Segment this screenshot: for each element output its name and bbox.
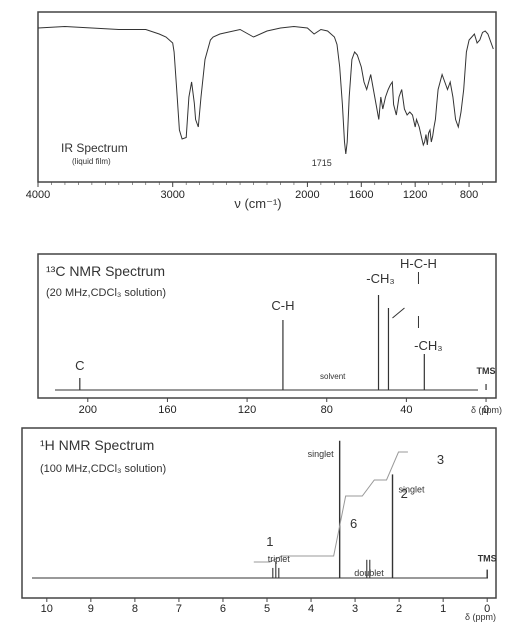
h1-tick-label: 10 [41,603,53,615]
h1-ticks: 10 9 8 7 6 5 4 3 2 1 0 [41,598,490,615]
ir-tick-label: 1600 [349,189,373,201]
c13-title: ¹³C NMR Spectrum [46,263,165,279]
c13-xlabel: δ (ppm) [471,405,502,415]
c13-tick-label: 0 [483,404,489,416]
ir-annotations: 1715 [312,158,332,168]
c13-peaks: C C-H -CH₃ H-C-H -CH₃ TMS [75,256,496,390]
h1-peak-label: TMS [478,554,497,564]
c13-peak-label: H-C-H [400,256,437,271]
h1-integrals [253,451,408,563]
h1-tick-label: 8 [132,603,138,615]
h1-tick-label: 4 [308,603,314,615]
ir-xlabel: ν (cm⁻¹) [234,196,281,211]
c13-annotation-label: solvent [320,372,346,381]
h1-peaks [272,440,488,578]
ir-ticks: 4000 3000 2000 1600 1200 800 [26,182,483,201]
c13-tick-label: 80 [321,404,333,416]
h1-peak-labels: triplet singlet doublet singlet TMS 1 6 2 3 [266,449,497,578]
h1-frame [21,427,497,599]
h1-subtitle: (100 MHz,CDCl₃ solution) [40,463,166,475]
h1-multiplicity-label: triplet [268,554,291,564]
c13-tick-label: 120 [238,404,256,416]
h1-title: ¹H NMR Spectrum [40,437,154,453]
h1-tick-label: 2 [396,603,402,615]
h1-tick-label: 9 [88,603,94,615]
ir-tick-label: 800 [460,189,478,201]
c13-peak-label: TMS [477,366,496,376]
h1-integration-label: 1 [266,534,273,549]
ir-tick-label: 4000 [26,189,50,201]
h1-tick-label: 3 [352,603,358,615]
ir-panel: IR Spectrum (liquid film) ν (cm⁻¹) 4000 3… [26,11,497,211]
h1-tick-label: 5 [264,603,270,615]
h1-integration-label: 2 [401,486,408,501]
h1-multiplicity-label: doublet [354,568,384,578]
c13-peak-label: -CH₃ [366,271,394,286]
c13-pointer-line [392,307,405,319]
c13-peak-label: C [75,358,84,373]
ir-tick-label: 2000 [295,189,319,201]
h1-tick-label: 6 [220,603,226,615]
h1-integral-curve [253,451,408,563]
h1-tick-label: 1 [440,603,446,615]
h1-multiplicity-label: singlet [399,484,426,494]
c13-ticks: 200 160 120 80 40 0 [79,398,489,416]
h1-integration-label: 6 [350,516,357,531]
c13-peak-label: -CH₃ [414,338,442,353]
ir-annotation-label: 1715 [312,158,332,168]
c13-subtitle: (20 MHz,CDCl₃ solution) [46,287,166,299]
c13-panel: ¹³C NMR Spectrum (20 MHz,CDCl₃ solution)… [37,253,502,416]
h1-tick-label: 7 [176,603,182,615]
ir-tick-label: 3000 [160,189,184,201]
ir-tick-label: 1200 [403,189,427,201]
c13-annotations: solvent [320,372,346,381]
c13-frame [37,253,497,399]
h1-xlabel: δ (ppm) [465,612,496,622]
ir-subtitle: (liquid film) [72,157,111,166]
c13-tick-label: 40 [400,404,412,416]
h1-tick-label: 0 [484,603,490,615]
ir-title: IR Spectrum [61,141,128,155]
c13-tick-label: 200 [79,404,97,416]
c13-tick-label: 160 [158,404,176,416]
h1-multiplicity-label: singlet [308,449,335,459]
ir-series-line [37,25,494,155]
h1-panel: ¹H NMR Spectrum (100 MHz,CDCl₃ solution)… [21,427,497,622]
c13-peak-label: C-H [271,298,294,313]
h1-integration-label: 3 [437,452,444,467]
